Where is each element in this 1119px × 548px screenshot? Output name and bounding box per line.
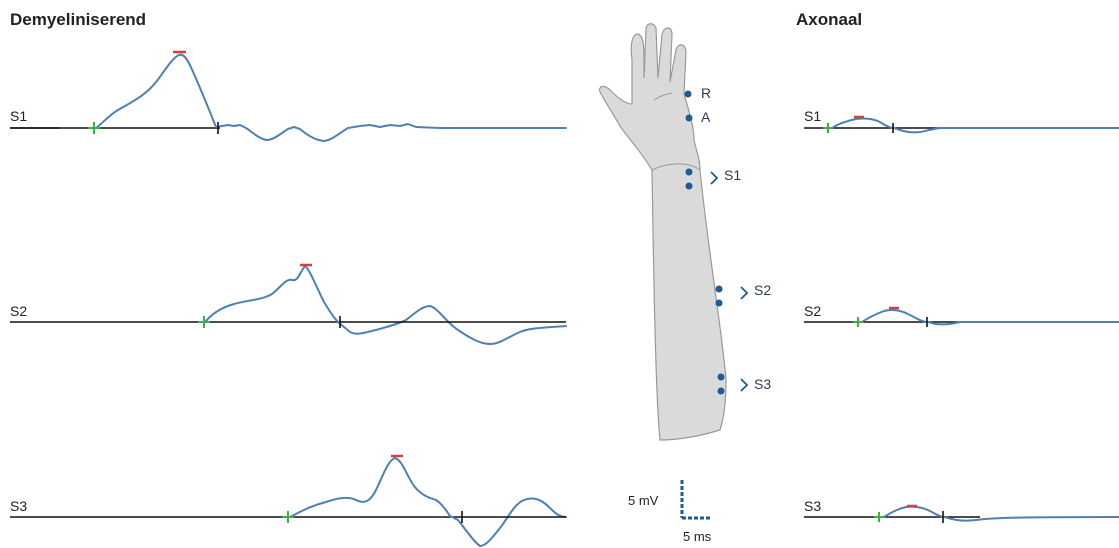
cmap-waveform: [861, 309, 1119, 326]
site-label-s2: S2: [10, 303, 27, 319]
demyelinating-s1-trace-group: S1: [10, 50, 567, 142]
stim-electrode-icon: [715, 299, 723, 307]
cmap-waveform: [95, 53, 567, 142]
cmap-waveform: [289, 457, 567, 547]
axonal-title: Axonaal: [796, 10, 863, 29]
demyelinating-s3-trace-group: S3: [10, 454, 567, 547]
recording-electrode-icon: [684, 90, 692, 98]
stim-electrode-icon: [685, 168, 693, 176]
stim-electrode-icon: [717, 387, 725, 395]
recording-label: R: [701, 85, 711, 101]
axonal-s3-trace-group: S3: [804, 498, 1119, 523]
stim-electrode-icon: [715, 285, 723, 293]
site-label-s2: S2: [804, 303, 821, 319]
reference-label: A: [701, 109, 711, 125]
palm-crease: [653, 92, 673, 101]
arm-site-label-s1: S1: [724, 167, 741, 183]
arm-site-label-s2: S2: [754, 282, 771, 298]
arm-site-label-s3: S3: [754, 376, 771, 392]
site-label-s3: S3: [804, 498, 821, 514]
cmap-waveform: [883, 505, 1119, 522]
stim-electrode-icon: [717, 373, 725, 381]
amplitude-scale-label: 5 mV: [628, 493, 659, 508]
axonal-traces: S1 S2 S3: [804, 108, 1119, 523]
reference-electrode-icon: [685, 114, 693, 122]
cmap-waveform: [831, 117, 1119, 134]
demyelinating-title: Demyeliniserend: [10, 10, 147, 29]
cmap-waveform: [204, 265, 567, 345]
arm-outline: [599, 23, 727, 441]
arm-illustration: R A S1 S2 S3: [599, 23, 771, 441]
demyelinating-traces: S1 S2 S3: [10, 50, 567, 547]
demyelinating-s2-trace-group: S2: [10, 263, 567, 345]
chevron-right-icon: [740, 378, 749, 392]
axonal-s1-trace-group: S1: [804, 108, 1119, 134]
chevron-right-icon: [710, 171, 719, 185]
site-label-s1: S1: [804, 108, 821, 124]
chevron-right-icon: [740, 286, 749, 300]
stimulation-site-s1: S1: [685, 167, 741, 190]
scale-bar: 5 mV 5 ms: [628, 480, 712, 544]
axonal-s2-trace-group: S2: [804, 303, 1119, 327]
stim-electrode-icon: [685, 182, 693, 190]
time-scale-label: 5 ms: [683, 529, 712, 544]
stimulation-site-s2: S2: [715, 282, 771, 307]
site-label-s3: S3: [10, 498, 27, 514]
stimulation-site-s3: S3: [717, 373, 771, 395]
site-label-s1: S1: [10, 108, 27, 124]
wrist-crease: [651, 163, 701, 171]
